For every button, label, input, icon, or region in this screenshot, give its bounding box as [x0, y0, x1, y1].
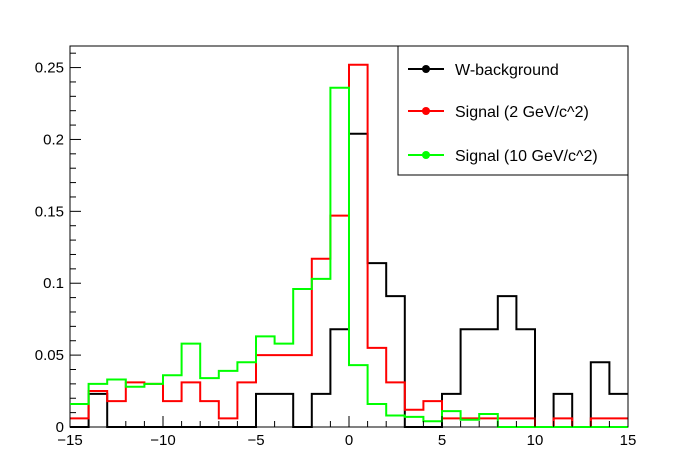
legend-marker-1: [422, 107, 430, 115]
x-tick-label: −15: [57, 432, 82, 449]
bin-2-4: [144, 384, 163, 427]
bin-2-3: [126, 387, 145, 427]
bin-2-18: [405, 417, 424, 427]
series-line-2: [70, 86, 628, 428]
bin-2-8: [219, 371, 238, 427]
bin-2-12: [293, 289, 312, 427]
bin-1-28: [591, 418, 610, 427]
bin-1-23: [498, 418, 517, 427]
bin-2-22: [479, 414, 498, 427]
x-axis: −15 −10 −5 0 5 10 15: [57, 416, 636, 449]
x-tick-label: 0: [345, 432, 353, 449]
bin-2-13: [312, 279, 331, 427]
bin-2-16: [368, 404, 387, 427]
legend-marker-2: [422, 151, 430, 159]
bin-0-23: [498, 296, 517, 427]
legend-label-0: W-background: [455, 62, 559, 79]
bin-0-28: [591, 362, 610, 427]
bin-2-11: [275, 344, 294, 427]
bin-2-21: [461, 420, 480, 427]
series-2: [70, 86, 628, 428]
y-tick-label: 0.25: [35, 60, 64, 77]
x-tick-label: −10: [150, 432, 175, 449]
bin-2-0: [70, 404, 89, 427]
legend-marker-0: [422, 65, 430, 73]
bin-2-7: [200, 378, 219, 427]
y-tick-label: 0.05: [35, 347, 64, 364]
bin-0-21: [461, 329, 480, 427]
bin-1-26: [554, 418, 573, 427]
x-tick-label: 10: [527, 432, 544, 449]
bin-2-1: [89, 384, 108, 427]
bin-0-24: [516, 329, 535, 427]
legend-label-2: Signal (10 GeV/c^2): [455, 148, 598, 165]
y-axis: 0 0.05 0.1 0.15 0.2 0.25: [35, 52, 81, 436]
bin-2-5: [163, 375, 182, 427]
bin-2-9: [237, 362, 256, 427]
x-tick-label: −5: [247, 432, 264, 449]
x-tick-label: 15: [620, 432, 637, 449]
legend-label-1: Signal (2 GeV/c^2): [455, 104, 589, 121]
y-tick-label: 0.2: [43, 131, 64, 148]
y-tick-label: 0.1: [43, 275, 64, 292]
bin-0-22: [479, 329, 498, 427]
bin-1-29: [609, 418, 628, 427]
y-tick-label: 0: [56, 419, 64, 436]
bin-2-14: [330, 88, 349, 427]
bin-2-20: [442, 411, 461, 427]
bin-2-6: [182, 344, 201, 427]
x-tick-label: 5: [438, 432, 446, 449]
bin-2-19: [423, 421, 442, 427]
bin-1-24: [516, 418, 535, 427]
bin-2-2: [107, 380, 126, 427]
bin-2-15: [349, 365, 368, 427]
bin-2-10: [256, 336, 275, 427]
bin-2-17: [386, 415, 405, 427]
y-tick-label: 0.15: [35, 203, 64, 220]
legend: W-background Signal (2 GeV/c^2) Signal (10…: [397, 45, 629, 176]
